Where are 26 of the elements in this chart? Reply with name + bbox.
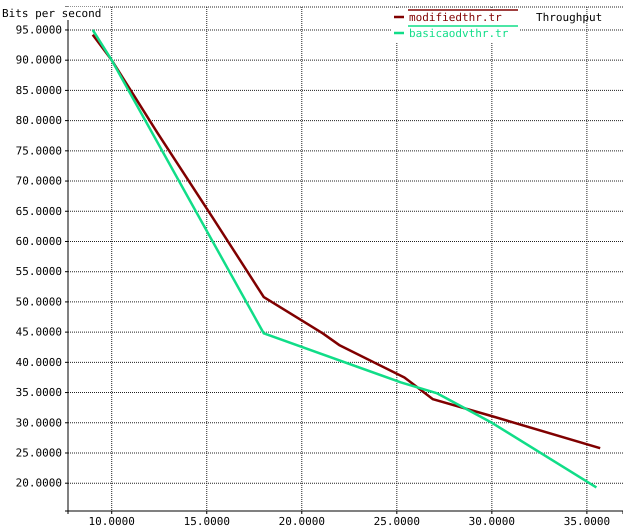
chart-title: Throughput bbox=[536, 11, 602, 24]
x-tick-label: 20.0000 bbox=[278, 514, 325, 528]
y-tick-label: 60.0000 bbox=[16, 234, 62, 248]
y-tick-label: 50.0000 bbox=[16, 295, 62, 308]
y-tick-label: 40.0000 bbox=[16, 356, 62, 369]
y-tick-label: 95.0000 bbox=[16, 23, 62, 36]
y-tick-label: 25.0000 bbox=[16, 446, 62, 460]
legend-label: basicaodvthr.tr bbox=[409, 27, 509, 40]
x-tick-label: 35.0000 bbox=[564, 514, 610, 528]
y-tick-label: 30.0000 bbox=[16, 416, 62, 430]
y-tick-label: 85.0000 bbox=[16, 84, 62, 97]
x-tick-label: 15.0000 bbox=[184, 514, 230, 528]
y-tick-label: 20.0000 bbox=[16, 476, 62, 490]
x-tick-label: 30.0000 bbox=[468, 514, 516, 528]
y-tick-label: 75.0000 bbox=[16, 144, 62, 158]
y-tick-label: 55.0000 bbox=[16, 265, 62, 278]
y-tick-label: 70.0000 bbox=[16, 174, 62, 188]
legend-label: modifiedthr.tr bbox=[409, 11, 502, 24]
y-tick-label: 65.0000 bbox=[16, 204, 62, 218]
y-tick-label: 80.0000 bbox=[16, 114, 62, 128]
x-tick-label: 25.0000 bbox=[374, 514, 420, 528]
x-tick-label: 10.0000 bbox=[88, 514, 135, 528]
y-tick-label: 45.0000 bbox=[16, 326, 62, 339]
y-tick-label: 35.0000 bbox=[16, 386, 62, 400]
y-axis-title: Bits per second bbox=[2, 7, 102, 20]
y-tick-label: 90.0000 bbox=[16, 54, 62, 67]
